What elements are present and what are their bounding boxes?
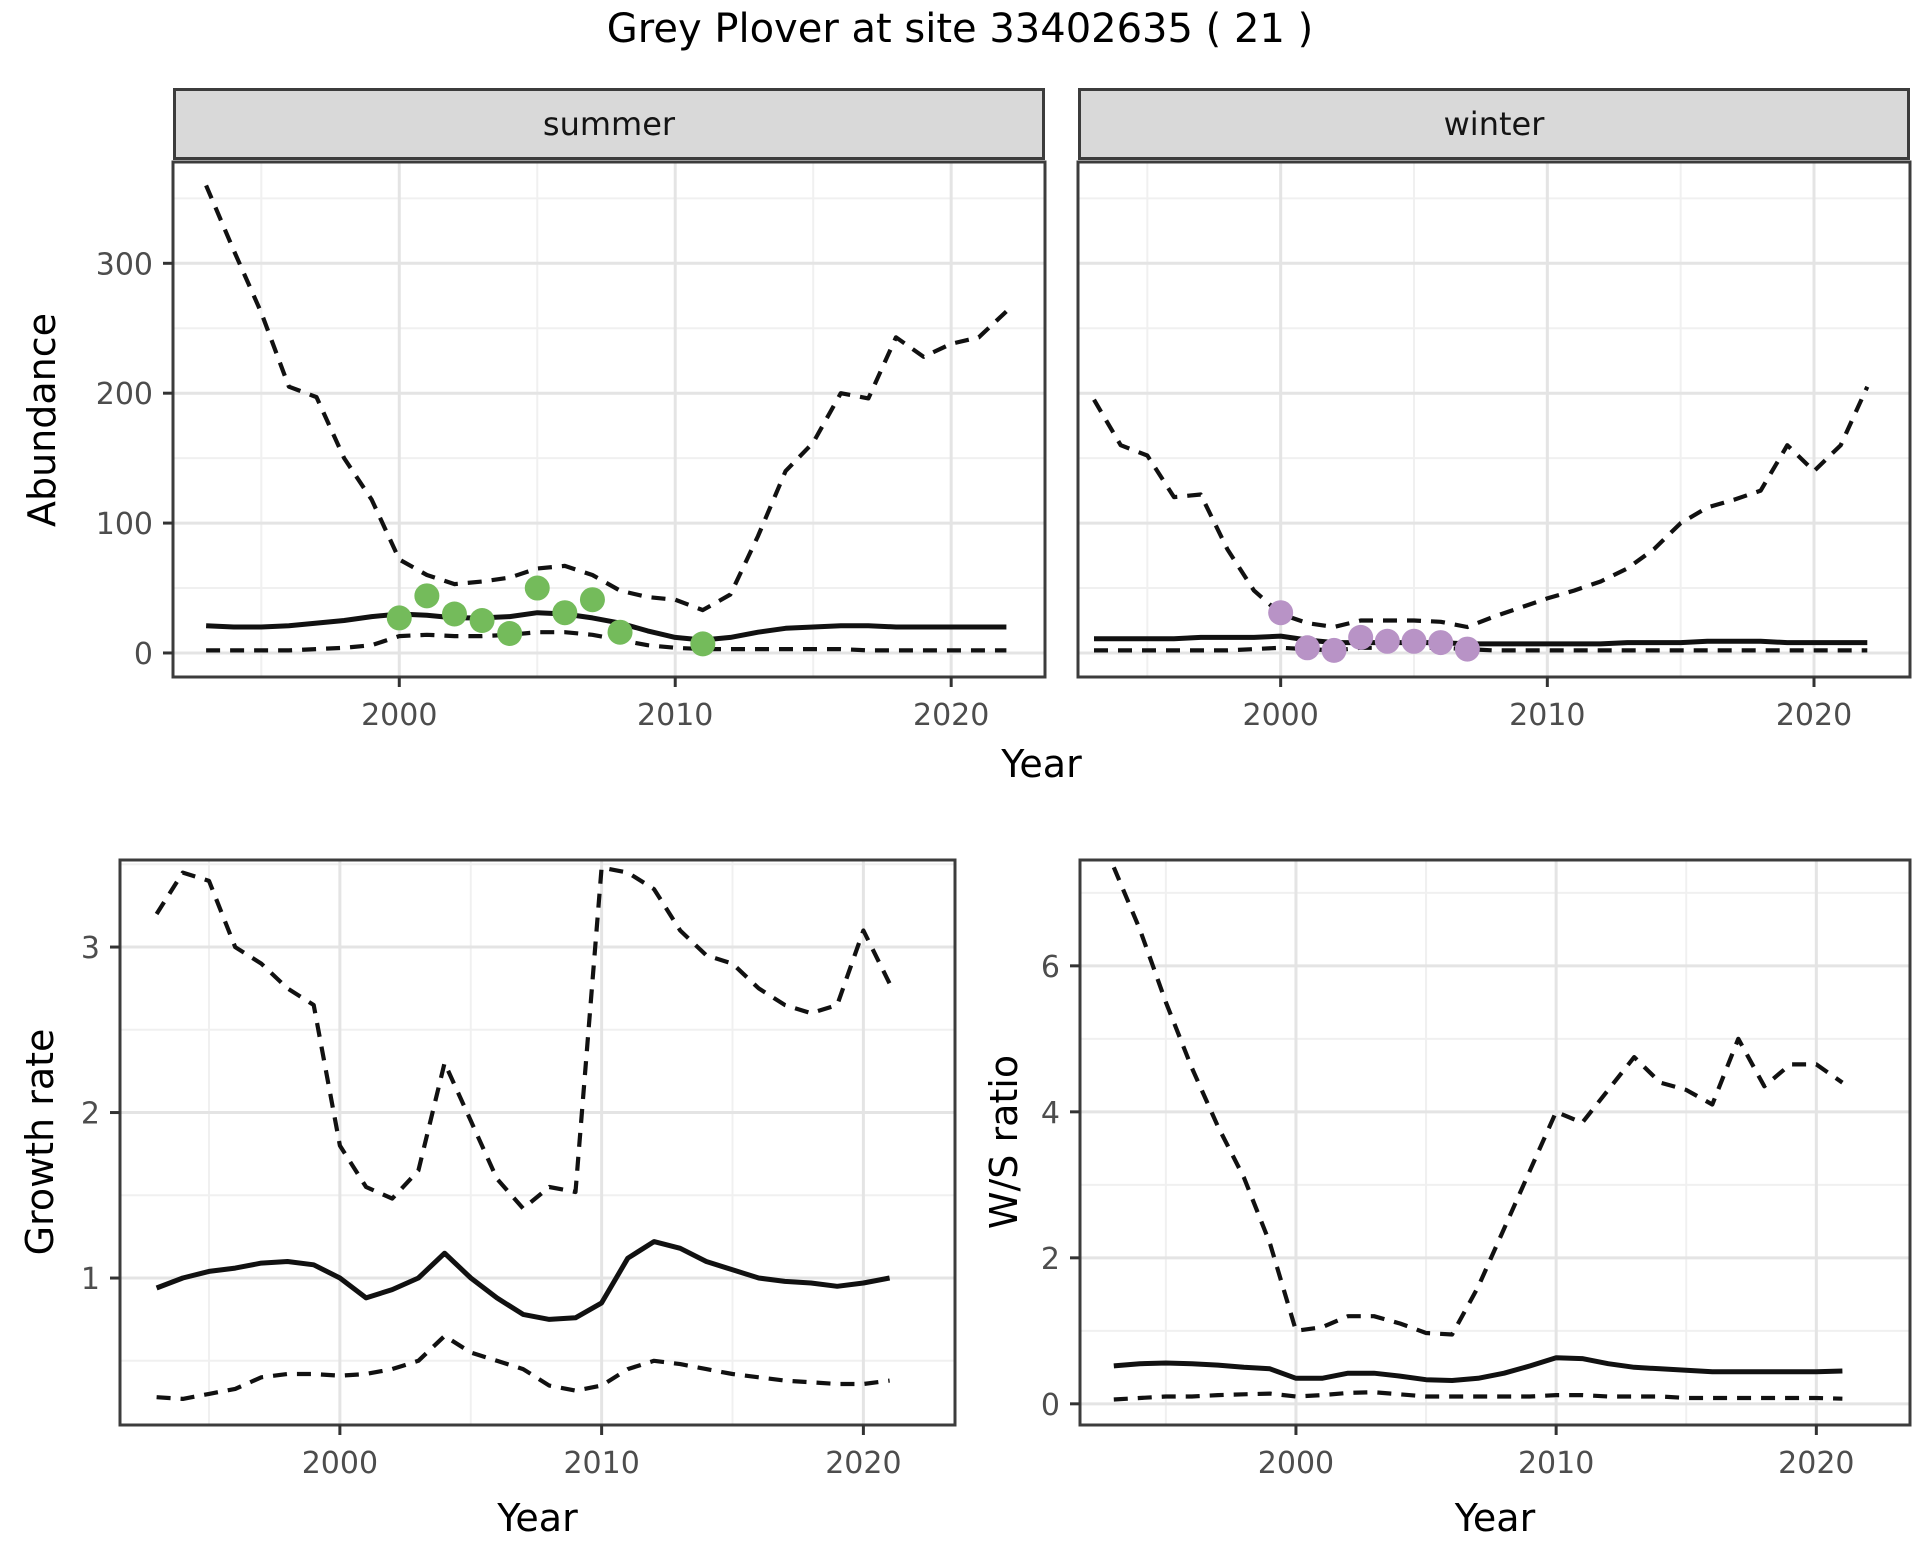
y-tick-label: 6 xyxy=(1041,950,1060,985)
x-tick-label: 2000 xyxy=(302,1446,378,1481)
growth_rate-mean-line xyxy=(155,1239,891,1322)
y-tick-label: 100 xyxy=(96,507,153,542)
x-axis-title-year-top: Year xyxy=(1001,742,1082,786)
y-tick-label: 300 xyxy=(96,247,153,282)
x-tick-label: 2020 xyxy=(825,1446,901,1481)
growth_rate-panel-bg xyxy=(120,860,955,1425)
abundance_summer-observed-point xyxy=(497,620,523,646)
abundance_summer-observed-point xyxy=(441,601,467,627)
x-tick-label: 2020 xyxy=(913,698,989,733)
abundance_summer-observed-point xyxy=(607,619,633,645)
y-axis-title-growth-rate: Growth rate xyxy=(18,1028,62,1256)
abundance_winter-observed-point xyxy=(1401,628,1427,654)
abundance_summer-observed-point xyxy=(524,575,550,601)
y-tick-label: 4 xyxy=(1041,1096,1060,1131)
x-tick-label: 2000 xyxy=(361,698,437,733)
ws_ratio-mean-line xyxy=(1113,1355,1843,1383)
abundance_winter-observed-point xyxy=(1348,624,1374,650)
x-tick-label: 2000 xyxy=(1258,1446,1334,1481)
y-tick-label: 2 xyxy=(1041,1242,1060,1277)
abundance_winter-observed-point xyxy=(1268,600,1294,626)
facet-strip-summer: summer xyxy=(173,88,1045,160)
ws_ratio-panel-border xyxy=(1078,858,1912,1427)
abundance_winter-mean-line xyxy=(1094,633,1868,647)
growth_rate-panel-border xyxy=(118,858,957,1427)
y-tick-label: 0 xyxy=(1041,1388,1060,1423)
chart-title: Grey Plover at site 33402635 ( 21 ) xyxy=(606,6,1314,52)
abundance_winter-observed-point xyxy=(1454,636,1480,662)
x-tick-label: 2010 xyxy=(563,1446,639,1481)
ws_ratio-upper_95ci-line xyxy=(1111,866,1844,1337)
x-tick-label: 2000 xyxy=(1242,698,1318,733)
abundance_winter-observed-point xyxy=(1428,630,1454,656)
y-tick-label: 2 xyxy=(81,1097,100,1132)
abundance_winter-observed-point xyxy=(1294,635,1320,661)
abundance_summer-observed-point xyxy=(469,607,495,633)
x-axis-title-year-bottom-left: Year xyxy=(497,1496,578,1540)
growth_rate-lower_95ci-line xyxy=(156,1333,890,1402)
x-axis-title-year-bottom-right: Year xyxy=(1454,1496,1536,1540)
abundance_winter-panel-bg xyxy=(1078,162,1910,677)
abundance_summer-panel-border xyxy=(171,160,1047,679)
abundance_winter-observed-point xyxy=(1374,628,1400,654)
y-axis-title-ws-ratio: W/S ratio xyxy=(982,1054,1026,1230)
x-tick-label: 2020 xyxy=(1778,1446,1854,1481)
y-tick-label: 1 xyxy=(81,1262,100,1297)
abundance_summer-observed-point xyxy=(386,605,412,631)
abundance_winter-panel-border xyxy=(1076,160,1912,679)
growth_rate-upper_95ci-line xyxy=(154,865,892,1211)
facet-strip-summer-label: summer xyxy=(542,105,676,143)
abundance_summer-observed-point xyxy=(414,583,440,609)
x-tick-label: 2010 xyxy=(1518,1446,1594,1481)
facet-strip-winter-label: winter xyxy=(1443,105,1545,143)
y-tick-label: 3 xyxy=(81,931,100,966)
ws_ratio-panel-bg xyxy=(1080,860,1910,1425)
abundance_summer-observed-point xyxy=(579,587,605,613)
abundance_summer-mean-line xyxy=(205,610,1007,643)
facet-strip-winter: winter xyxy=(1078,88,1910,160)
abundance_summer-panel-bg xyxy=(173,162,1045,677)
abundance_summer-observed-point xyxy=(690,631,716,657)
abundance_winter-lower_95ci-line xyxy=(1094,645,1868,653)
abundance_summer-observed-point xyxy=(552,600,578,626)
x-tick-label: 2010 xyxy=(1509,698,1585,733)
x-tick-label: 2020 xyxy=(1776,698,1852,733)
abundance_winter-upper_95ci-line xyxy=(1092,385,1870,630)
y-tick-label: 200 xyxy=(96,377,153,412)
y-tick-label: 0 xyxy=(134,637,153,672)
abundance_summer-lower_95ci-line xyxy=(206,630,1007,653)
ws_ratio-lower_95ci-line xyxy=(1113,1390,1843,1402)
abundance_winter-observed-point xyxy=(1321,637,1347,663)
y-axis-title-abundance: Abundance xyxy=(20,312,64,528)
x-tick-label: 2010 xyxy=(637,698,713,733)
